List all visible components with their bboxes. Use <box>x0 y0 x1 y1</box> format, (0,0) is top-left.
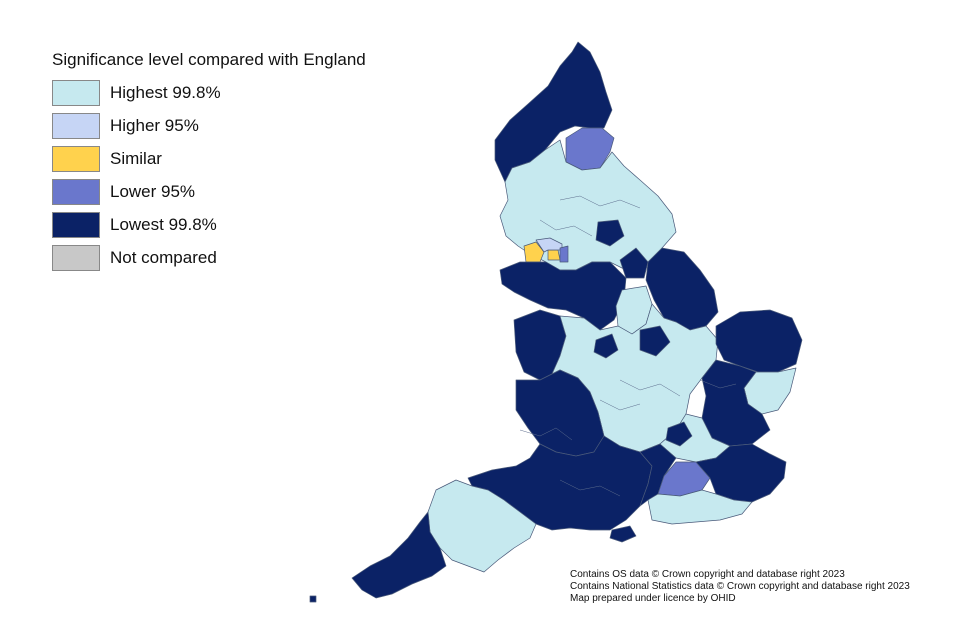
map-credits: Contains OS data © Crown copyright and d… <box>570 569 910 605</box>
region-dark-yorkshire <box>595 219 625 247</box>
legend-item-not-compared: Not compared <box>52 241 366 274</box>
region-lower-lancs <box>559 245 569 263</box>
legend-title: Significance level compared with England <box>52 50 366 69</box>
legend-swatch-higher <box>52 112 100 139</box>
legend-item-highest: Highest 99.8% <box>52 76 366 109</box>
legend-swatch-similar <box>52 145 100 172</box>
region-sussex <box>647 489 753 525</box>
region-essex <box>701 359 771 447</box>
legend-label-lower: Lower 95% <box>110 181 196 201</box>
region-norfolk <box>715 309 803 373</box>
legend-item-similar: Similar <box>52 142 366 175</box>
legend-item-higher: Higher 95% <box>52 109 366 142</box>
legend-label-not-compared: Not compared <box>110 247 217 267</box>
legend-swatch-lowest <box>52 211 100 238</box>
region-london-dark <box>665 421 693 447</box>
legend-label-similar: Similar <box>110 148 162 168</box>
legend-item-lower: Lower 95% <box>52 175 366 208</box>
map-legend: Significance level compared with England… <box>52 50 366 274</box>
region-isle-of-wight <box>609 525 637 543</box>
credit-os-data: Contains OS data © Crown copyright and d… <box>570 569 845 580</box>
legend-swatch-lower <box>52 178 100 205</box>
region-stoke-dark <box>593 333 619 359</box>
legend-label-highest: Highest 99.8% <box>110 82 221 102</box>
legend-label-higher: Higher 95% <box>110 115 199 135</box>
legend-swatch-not-compared <box>52 244 100 271</box>
credit-ns-data: Contains National Statistics data © Crow… <box>570 581 910 592</box>
region-south-west-dark <box>467 435 653 531</box>
legend-swatch-highest <box>52 79 100 106</box>
region-similar-lancs <box>523 241 545 263</box>
region-isles-of-scilly <box>309 595 317 603</box>
region-cumbria-north <box>499 139 677 271</box>
region-south-yorkshire <box>619 247 649 279</box>
legend-label-lowest: Lowest 99.8% <box>110 214 217 234</box>
region-cornwall <box>351 511 447 599</box>
region-leicester-dark <box>639 325 671 357</box>
credit-licence: Map prepared under licence by OHID <box>570 593 736 604</box>
region-similar-lancs-2 <box>547 249 561 261</box>
legend-item-lowest: Lowest 99.8% <box>52 208 366 241</box>
